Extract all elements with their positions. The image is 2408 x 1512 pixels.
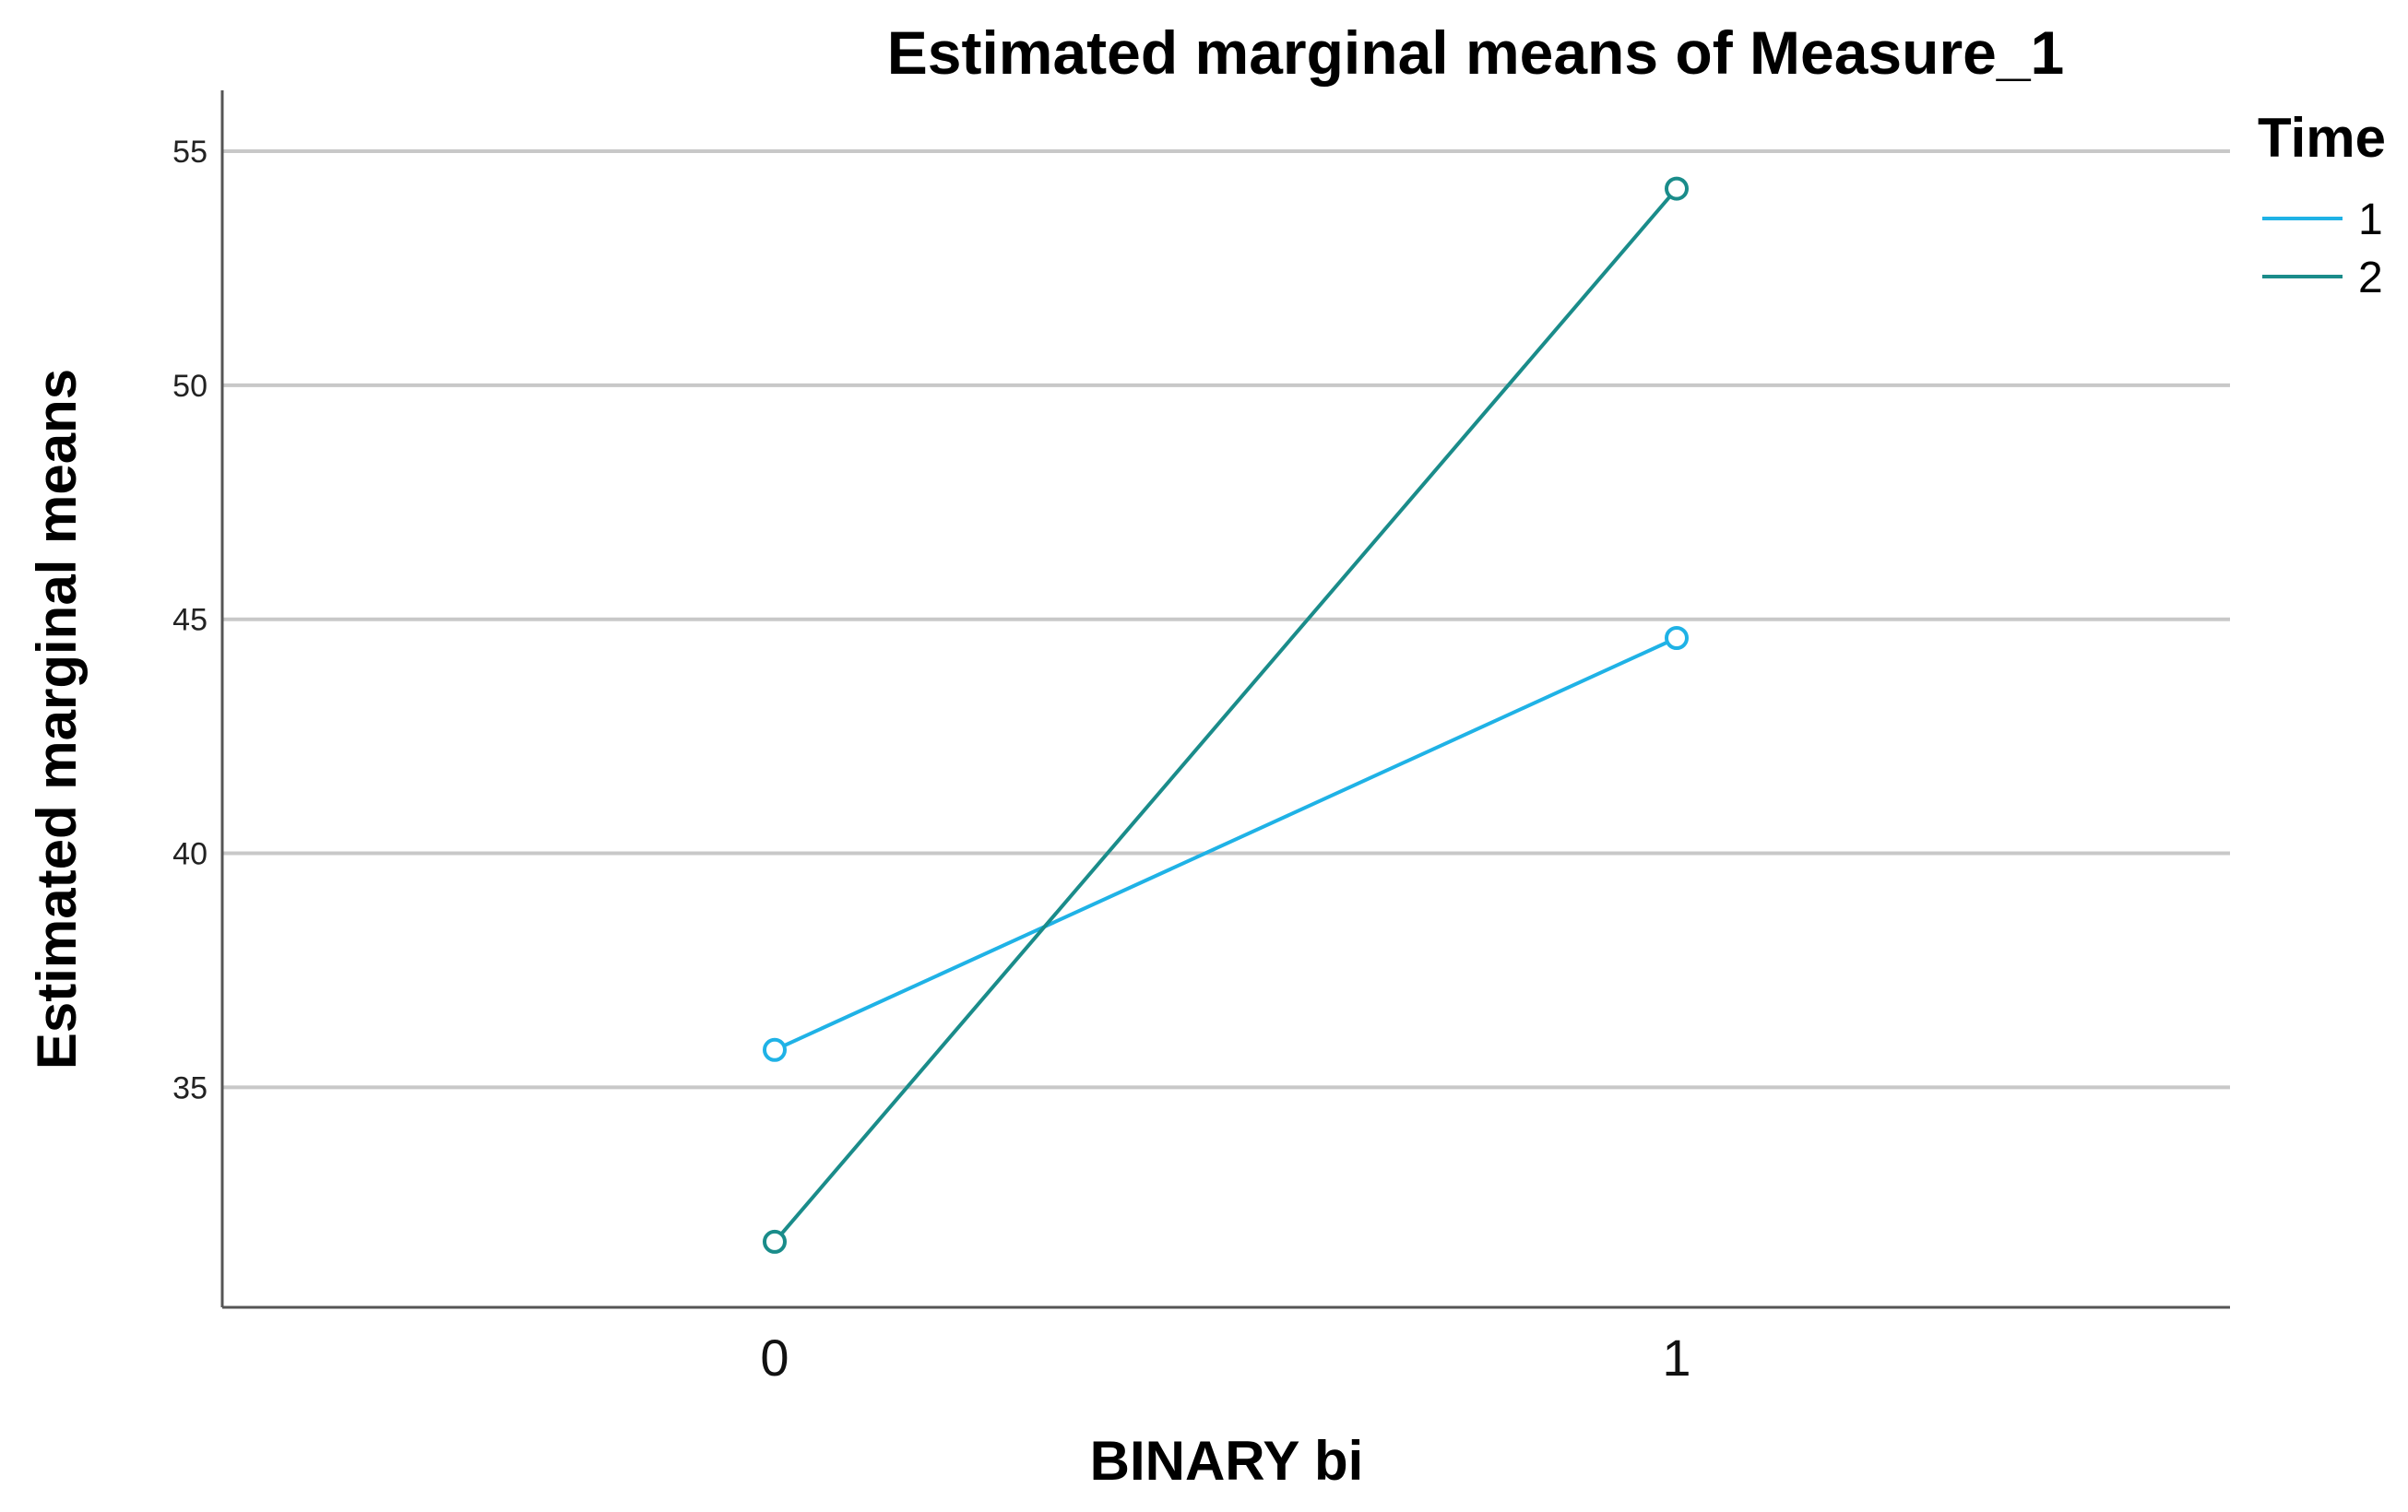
chart-title: Estimated marginal means of Measure_1 [887, 18, 2065, 87]
x-tick-label: 0 [760, 1329, 789, 1387]
y-axis-title: Estimated marginal means [26, 369, 88, 1069]
series-line-time-1 [774, 636, 1678, 1052]
series-line-time-2 [773, 187, 1678, 1244]
data-point-time-2-bi-0 [763, 1229, 787, 1254]
data-point-time-1-bi-0 [763, 1037, 787, 1062]
y-tick-labels: 35 40 45 50 55 [172, 135, 208, 1105]
y-tick-label: 55 [172, 135, 208, 170]
y-tick-label: 40 [172, 837, 208, 872]
legend-title: Time [2258, 107, 2386, 169]
x-axis-title: BINARY bi [1090, 1430, 1364, 1492]
data-point-time-1-bi-1 [1665, 626, 1689, 650]
legend-label-time-1: 1 [2358, 195, 2383, 244]
series-group [763, 176, 1689, 1254]
gridlines [222, 149, 2230, 1090]
y-tick-label: 50 [172, 369, 208, 404]
y-tick-label: 45 [172, 603, 208, 638]
x-tick-label: 1 [1662, 1329, 1690, 1387]
y-tick-label: 35 [172, 1070, 208, 1105]
data-point-time-2-bi-1 [1665, 176, 1689, 201]
legend-label-time-2: 2 [2358, 254, 2383, 302]
legend: Time 1 2 [2258, 107, 2386, 302]
